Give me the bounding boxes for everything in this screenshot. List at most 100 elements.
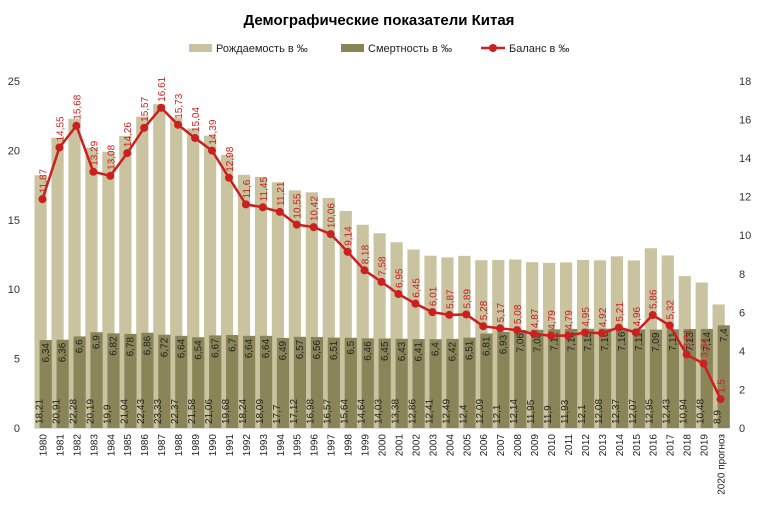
birth-value-label: 16,57 <box>323 399 334 424</box>
x-tick-label: 2006 <box>479 434 490 457</box>
death-bar <box>429 339 442 428</box>
x-tick-label: 1987 <box>157 434 168 457</box>
legend-label-birth: Рождаемость в ‰ <box>216 43 308 55</box>
balance-point <box>157 103 166 112</box>
death-value-label: 6,82 <box>109 336 120 356</box>
death-bar <box>463 337 476 428</box>
balance-value-label: 11,6 <box>242 179 253 198</box>
death-bar <box>141 332 154 428</box>
death-value-label: 7,14 <box>566 331 577 351</box>
balance-point <box>258 203 267 212</box>
balance-value-label: 8,18 <box>361 244 372 264</box>
balance-value-label: 13,29 <box>89 140 100 165</box>
balance-value-label: 4,95 <box>581 307 592 327</box>
x-tick-label: 1997 <box>327 434 338 457</box>
death-value-label: 7,09 <box>651 332 662 352</box>
x-tick-label: 2008 <box>513 434 524 457</box>
balance-value-label: 4,92 <box>598 307 609 327</box>
balance-point <box>631 328 640 337</box>
x-tick-label: 1985 <box>123 434 134 457</box>
death-value-label: 7,08 <box>532 332 543 352</box>
chart-title: Демографические показатели Китая <box>244 12 515 29</box>
balance-value-label: 3,34 <box>700 338 711 358</box>
legend-marker-balance <box>489 44 497 52</box>
balance-line <box>38 103 725 404</box>
death-bar <box>310 336 324 428</box>
death-value-label: 7,06 <box>515 333 526 353</box>
balance-point <box>207 146 216 155</box>
x-tick-label: 2005 <box>462 434 473 457</box>
x-tick-label: 2015 <box>632 434 643 457</box>
balance-value-label: 10,06 <box>327 203 338 228</box>
x-tick-label: 1993 <box>259 434 270 457</box>
death-value-label: 7,16 <box>600 331 611 351</box>
x-tick-label: 2001 <box>394 434 405 457</box>
death-value-label: 6,34 <box>41 343 52 363</box>
death-value-label: 6,67 <box>210 338 221 358</box>
balance-value-label: 11,21 <box>276 181 287 206</box>
death-bar <box>259 335 273 428</box>
birth-value-label: 14,03 <box>374 399 385 424</box>
legend-swatch-death <box>341 44 364 52</box>
y-right-tick-label: 0 <box>739 423 745 435</box>
death-value-label: 6,42 <box>448 341 459 361</box>
birth-value-label: 16,98 <box>306 399 317 424</box>
birth-value-label: 8,9 <box>713 410 724 424</box>
birth-value-label: 19,68 <box>221 399 232 424</box>
birth-value-label: 12,09 <box>475 399 486 424</box>
balance-point <box>682 350 691 359</box>
balance-value-label: 16,61 <box>157 76 168 101</box>
x-tick-label: 1986 <box>140 434 151 457</box>
birth-value-label: 12,95 <box>645 399 656 424</box>
balance-value-label: 5,08 <box>513 304 524 324</box>
balance-point <box>580 328 589 337</box>
balance-point <box>241 200 250 209</box>
death-value-label: 6,4 <box>431 342 442 356</box>
birth-value-label: 11,9 <box>543 405 554 424</box>
death-value-label: 6,6 <box>75 339 86 353</box>
death-bar <box>361 338 374 428</box>
death-value-label: 6,86 <box>142 335 153 355</box>
death-bar <box>548 329 561 428</box>
balance-value-label: 15,73 <box>174 93 185 118</box>
x-tick-label: 2013 <box>598 434 609 457</box>
death-bar <box>666 329 679 428</box>
balance-value-label: 4,79 <box>564 310 575 330</box>
balance-point <box>292 220 301 229</box>
x-tick-label: 2011 <box>564 434 575 456</box>
birth-value-label: 12,49 <box>441 399 452 424</box>
x-tick-label: 2017 <box>666 434 677 457</box>
balance-value-label: 12,98 <box>225 146 236 171</box>
x-tick-label: 1998 <box>344 434 355 457</box>
death-bar <box>158 334 171 428</box>
death-value-label: 6,36 <box>58 342 69 362</box>
birth-value-label: 21,58 <box>187 399 198 424</box>
y-right-tick-label: 6 <box>739 307 745 319</box>
death-bar <box>598 328 612 428</box>
balance-value-label: 4,96 <box>632 306 643 326</box>
balance-value-label: 5,32 <box>666 300 677 320</box>
birth-value-label: 12,41 <box>424 399 435 424</box>
balance-value-label: 14,55 <box>55 116 66 141</box>
x-tick-label: 2002 <box>411 434 422 457</box>
death-value-label: 6,9 <box>92 335 103 349</box>
balance-value-label: 11,87 <box>38 168 49 193</box>
x-tick-label: 1983 <box>89 434 100 457</box>
death-value-label: 6,7 <box>227 338 238 352</box>
birth-value-label: 12,08 <box>594 399 605 424</box>
y-right-tick-label: 10 <box>739 230 751 242</box>
balance-value-label: 6,01 <box>428 286 439 306</box>
death-value-label: 6,64 <box>244 338 255 358</box>
death-bar <box>378 338 391 428</box>
x-tick-label: 2018 <box>683 434 694 457</box>
balance-point <box>428 308 437 317</box>
balance-point <box>614 323 623 332</box>
balance-value-label: 11,45 <box>259 177 270 202</box>
death-value-label: 6,78 <box>126 336 137 356</box>
balance-point <box>106 171 115 180</box>
x-tick-label: 2010 <box>547 434 558 457</box>
balance-point <box>563 331 572 340</box>
balance-point <box>140 123 149 132</box>
balance-value-label: 15,68 <box>72 94 83 119</box>
